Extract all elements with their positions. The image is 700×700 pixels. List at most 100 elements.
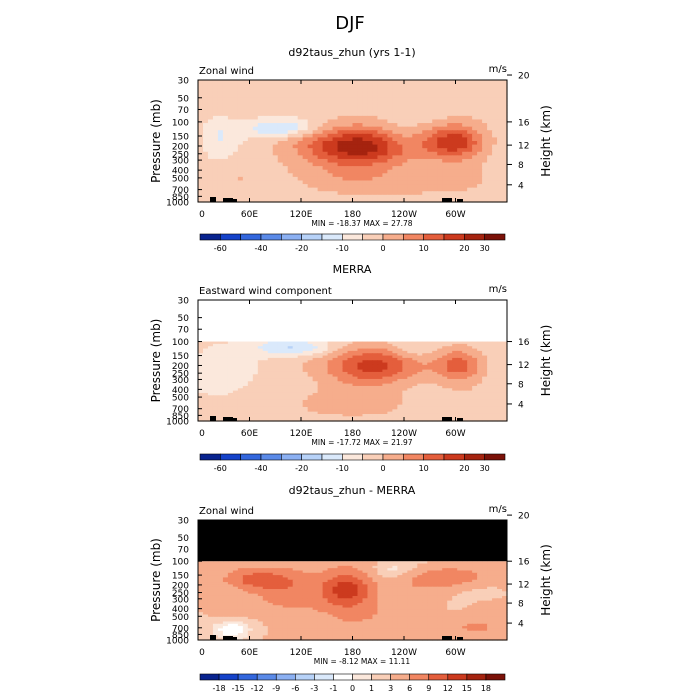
heatmap-cell <box>277 397 284 401</box>
heatmap-cell <box>252 376 259 380</box>
heatmap-cell <box>467 166 473 171</box>
heatmap-cell <box>382 184 388 189</box>
heatmap-cell <box>252 355 259 359</box>
heatmap-cell <box>198 577 204 581</box>
heatmap-cell <box>382 198 388 203</box>
heatmap-cell <box>237 80 244 85</box>
heatmap-cell <box>287 348 294 352</box>
heatmap-cell <box>467 570 473 574</box>
heatmap-cell <box>422 108 428 113</box>
heatmap-cell <box>232 399 239 403</box>
heatmap-cell <box>407 101 413 106</box>
heatmap-cell <box>277 406 284 410</box>
heatmap-cell <box>352 570 359 574</box>
heatmap-cell <box>202 169 209 174</box>
heatmap-cell <box>362 355 369 359</box>
heatmap-cell <box>262 87 269 92</box>
heatmap-cell <box>397 155 403 160</box>
heatmap-cell <box>202 191 209 196</box>
heatmap-cell <box>292 374 299 378</box>
heatmap-cell <box>382 572 388 576</box>
heatmap-cell <box>472 563 478 567</box>
heatmap-cell <box>482 577 488 581</box>
heatmap-cell <box>502 162 508 167</box>
heatmap-cell <box>427 397 433 401</box>
heatmap-cell <box>342 162 349 167</box>
topography <box>457 418 463 421</box>
heatmap-cell <box>352 137 359 142</box>
heatmap-cell <box>432 388 438 392</box>
heatmap-cell <box>357 155 364 160</box>
heatmap-cell <box>322 112 329 117</box>
heatmap-cell <box>387 115 393 121</box>
heatmap-cell <box>492 411 498 415</box>
heatmap-cell <box>407 166 413 171</box>
heatmap-cell <box>297 151 304 156</box>
heatmap-cell <box>502 137 508 142</box>
heatmap-cell <box>447 568 453 572</box>
heatmap-cell <box>367 416 374 420</box>
heatmap-cell <box>437 395 443 399</box>
heatmap-cell <box>377 563 383 567</box>
heatmap-cell <box>437 360 443 364</box>
heatmap-cell <box>297 184 304 189</box>
heatmap-cell <box>432 565 438 569</box>
heatmap-cell <box>332 360 339 364</box>
heatmap-cell <box>462 162 468 167</box>
heatmap-cell <box>302 390 309 394</box>
heatmap-cell <box>352 108 359 113</box>
heatmap-cell <box>397 133 403 139</box>
heatmap-cell <box>317 155 324 160</box>
heatmap-cell <box>432 101 438 106</box>
heatmap-cell <box>352 184 359 189</box>
heatmap-cell <box>227 413 234 417</box>
heatmap-cell <box>242 155 249 160</box>
heatmap-cell <box>327 191 334 196</box>
heatmap-cell <box>372 577 379 581</box>
heatmap-cell <box>312 133 319 139</box>
heatmap-cell <box>347 108 354 113</box>
heatmap-cell <box>222 184 229 189</box>
heatmap-cell <box>487 133 493 139</box>
heatmap-cell <box>222 355 229 359</box>
heatmap-cell <box>337 133 344 139</box>
heatmap-cell <box>432 144 438 149</box>
heatmap-cell <box>417 411 423 415</box>
heatmap-cell <box>422 413 428 417</box>
heatmap-cell <box>312 173 319 178</box>
heatmap-cell <box>442 346 448 350</box>
heatmap-cell <box>292 151 299 156</box>
heatmap-cell <box>287 126 294 131</box>
heatmap-cell <box>392 570 398 574</box>
heatmap-cell <box>282 162 289 167</box>
heatmap-cell <box>232 169 239 174</box>
heatmap-cell <box>207 575 214 579</box>
heatmap-cell <box>322 169 329 174</box>
heatmap-cell <box>237 575 244 579</box>
heatmap-cell <box>342 94 349 99</box>
heatmap-cell <box>462 184 468 189</box>
heatmap-cell <box>207 169 214 174</box>
colorbar-swatch <box>464 233 485 241</box>
heatmap-cell <box>402 397 408 401</box>
heatmap-cell <box>327 119 334 124</box>
heatmap-cell <box>292 144 299 149</box>
heatmap-cell <box>337 169 344 174</box>
heatmap-cell <box>472 399 478 403</box>
heatmap-cell <box>312 97 319 103</box>
heatmap-cell <box>402 385 408 389</box>
heatmap-cell <box>307 83 314 88</box>
heatmap-cell <box>247 563 254 567</box>
heatmap-cell <box>232 155 239 160</box>
heatmap-cell <box>202 141 209 146</box>
heatmap-cell <box>222 568 229 572</box>
heatmap-cell <box>367 173 374 178</box>
heatmap-cell <box>387 155 393 160</box>
heatmap-cell <box>198 94 204 99</box>
heatmap-cell <box>347 357 354 361</box>
heatmap-cell <box>217 341 224 345</box>
heatmap-cell <box>477 108 483 113</box>
heatmap-cell <box>357 353 364 357</box>
heatmap-cell <box>422 133 428 139</box>
heatmap-cell <box>337 176 344 182</box>
